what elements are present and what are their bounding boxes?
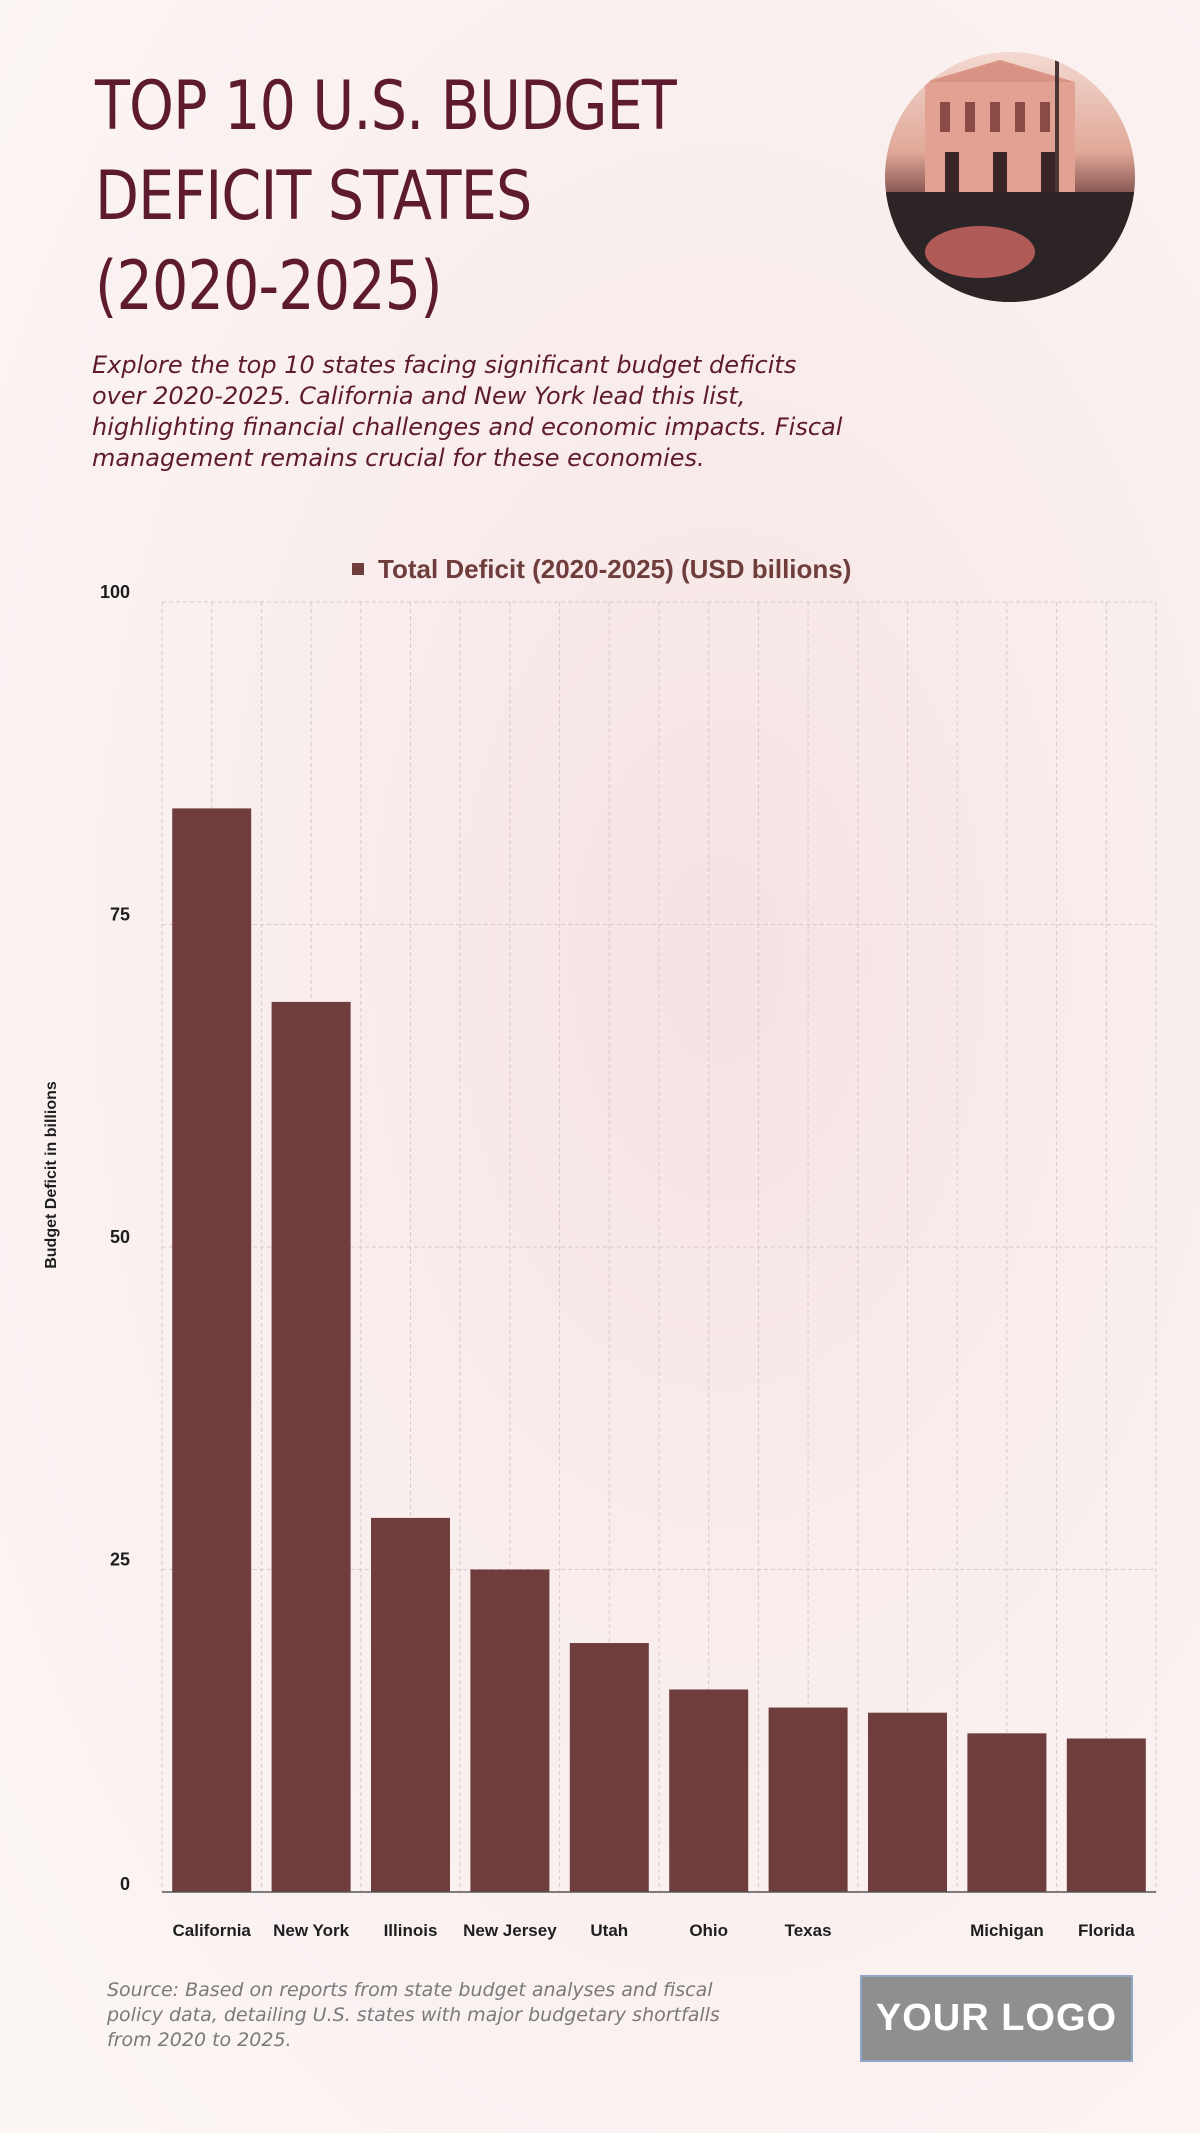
chart-description: Explore the top 10 states facing signifi… bbox=[92, 350, 912, 474]
x-tick-label: California bbox=[172, 1921, 251, 1940]
legend-swatch bbox=[352, 563, 364, 575]
bar bbox=[669, 1689, 749, 1892]
building-illustration bbox=[885, 52, 1135, 302]
building-photo bbox=[885, 52, 1135, 302]
bar bbox=[569, 1643, 649, 1892]
y-tick-label: 50 bbox=[110, 1227, 130, 1247]
bar bbox=[768, 1707, 848, 1892]
bar bbox=[371, 1517, 450, 1892]
bar bbox=[967, 1733, 1047, 1892]
legend-label: Total Deficit (2020-2025) (USD billions) bbox=[378, 553, 852, 584]
x-tick-label: Texas bbox=[785, 1921, 832, 1940]
logo-placeholder: YOUR LOGO bbox=[860, 1975, 1133, 2062]
chart-title: TOP 10 U.S. BUDGET DEFICIT STATES (2020-… bbox=[95, 62, 677, 332]
x-tick-label: Michigan bbox=[970, 1921, 1044, 1940]
x-tick-label: Ohio bbox=[689, 1921, 728, 1940]
title-line-2: DEFICIT STATES bbox=[95, 157, 532, 236]
source-line-3: from 2020 to 2025. bbox=[107, 2029, 292, 2051]
x-tick-label: Illinois bbox=[384, 1921, 438, 1940]
y-tick-label: 25 bbox=[110, 1550, 130, 1570]
description-line-2: over 2020-2025. California and New York … bbox=[92, 382, 746, 410]
y-tick-label: 100 bbox=[100, 582, 130, 602]
x-tick-label: New York bbox=[273, 1921, 349, 1940]
legend: Total Deficit (2020-2025) (USD billions) bbox=[352, 552, 851, 586]
x-tick-label: New Jersey bbox=[463, 1921, 557, 1940]
bar bbox=[1066, 1738, 1146, 1892]
description-line-1: Explore the top 10 states facing signifi… bbox=[92, 351, 797, 379]
bar bbox=[172, 808, 252, 1892]
y-tick-label: 0 bbox=[120, 1874, 130, 1894]
bar bbox=[271, 1001, 351, 1892]
title-line-3: (2020-2025) bbox=[95, 247, 443, 326]
source-line-2: policy data, detailing U.S. states with … bbox=[107, 2004, 720, 2026]
title-line-1: TOP 10 U.S. BUDGET bbox=[95, 67, 677, 146]
source-note: Source: Based on reports from state budg… bbox=[107, 1978, 807, 2053]
bar bbox=[470, 1569, 550, 1892]
description-line-4: management remains crucial for these eco… bbox=[92, 444, 705, 472]
bar bbox=[868, 1712, 947, 1892]
x-tick-label: Florida bbox=[1078, 1921, 1135, 1940]
source-line-1: Source: Based on reports from state budg… bbox=[107, 1979, 713, 2001]
description-line-3: highlighting financial challenges and ec… bbox=[92, 413, 843, 441]
x-tick-label: Utah bbox=[590, 1921, 628, 1940]
y-tick-label: 75 bbox=[110, 905, 130, 925]
